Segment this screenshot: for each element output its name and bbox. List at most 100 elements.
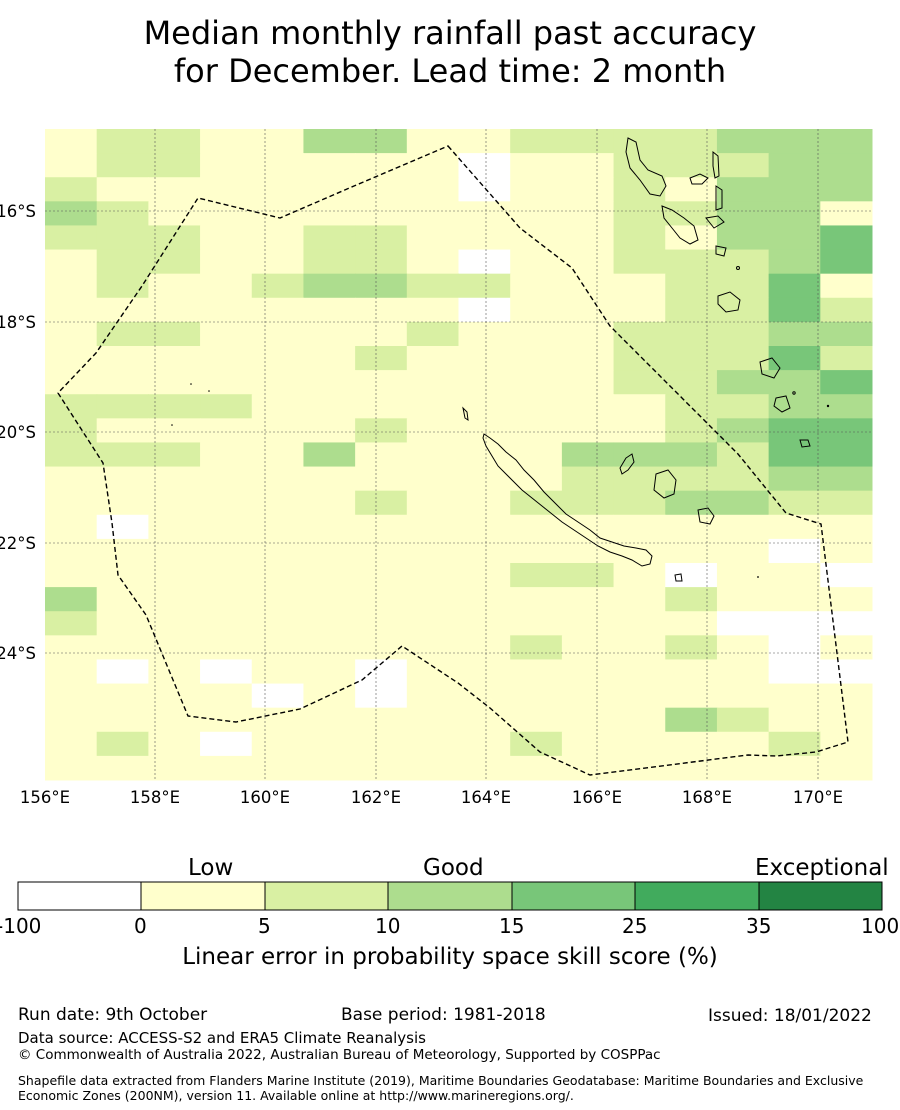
grid-cell — [820, 346, 873, 371]
grid-cell — [406, 563, 459, 588]
colorbar-tick: 5 — [258, 914, 271, 938]
grid-cell — [148, 273, 201, 299]
grid-cell — [148, 587, 201, 612]
grid-cell — [768, 177, 821, 202]
grid-cell — [96, 177, 149, 202]
grid-cell — [355, 321, 408, 347]
grid-cell — [406, 442, 459, 468]
grid-cell — [716, 538, 770, 564]
grid-cell — [820, 538, 873, 564]
grid-cell — [613, 346, 666, 371]
grid-cell — [200, 346, 253, 371]
grid-cell — [200, 659, 253, 685]
grid-cell — [561, 490, 615, 516]
grid-cell — [613, 587, 666, 612]
grid-cell — [716, 611, 770, 636]
grid-cell — [768, 683, 821, 709]
grid-cell — [820, 370, 873, 395]
grid-cell — [200, 755, 253, 781]
grid-cell — [148, 346, 201, 371]
lifou-island — [653, 469, 677, 499]
grid-cell — [406, 755, 459, 781]
grid-cell — [716, 442, 770, 468]
grid-cell — [510, 201, 563, 226]
mare-island — [697, 507, 715, 525]
grid-cell — [665, 731, 718, 757]
grid-cell — [458, 129, 511, 154]
grid-cell — [665, 346, 718, 371]
grid-cell — [148, 442, 201, 468]
grid-cell — [716, 659, 770, 685]
grid-cell — [768, 490, 821, 516]
grid-cell — [251, 370, 304, 395]
grid-cell — [355, 346, 408, 371]
colorbar-segment — [388, 882, 512, 910]
grid-cell — [355, 731, 408, 757]
lon-tick-label: 168°E — [682, 788, 732, 807]
ambrym-island — [705, 215, 725, 229]
grid-cell — [458, 370, 511, 395]
grid-cell — [45, 225, 98, 251]
grid-cell — [768, 249, 821, 275]
grid-cell — [303, 346, 356, 371]
grid-cell — [96, 490, 149, 516]
grid-cell — [458, 538, 511, 564]
grid-cell — [510, 538, 563, 564]
grid-cell — [96, 321, 149, 347]
grid-cell — [406, 346, 459, 371]
grid-cell — [406, 611, 459, 636]
isle-of-pines — [674, 573, 683, 582]
grid-cell — [303, 129, 356, 154]
title-line-2: for December. Lead time: 2 month — [173, 52, 727, 90]
grid-cell — [820, 249, 873, 275]
grid-cell — [406, 394, 459, 419]
grid-cell — [820, 731, 873, 757]
grid-cell — [613, 394, 666, 419]
grid-cell — [303, 442, 356, 468]
grid-cell — [303, 418, 356, 443]
lon-tick-label: 170°E — [793, 788, 843, 807]
grid-cell — [406, 273, 459, 299]
grid-cell — [768, 370, 821, 395]
lat-tick-label: 20°S — [0, 423, 36, 442]
grid-cell — [406, 201, 459, 226]
grid-cell — [613, 129, 666, 154]
grid-cell — [820, 659, 873, 685]
grid-cell — [148, 490, 201, 516]
colorbar-tick: 15 — [499, 914, 525, 938]
grid-cell — [768, 611, 821, 636]
grid-cell — [613, 442, 666, 468]
grid-cell — [613, 225, 666, 251]
grid-cell — [716, 587, 770, 612]
grid-cell — [716, 394, 770, 419]
grid-cell — [458, 394, 511, 419]
grid-cell — [458, 249, 511, 275]
grid-cell — [406, 635, 459, 660]
grid-cell — [561, 587, 615, 612]
lon-tick-label: 156°E — [20, 788, 70, 807]
small-islet — [736, 266, 740, 270]
grid-cell — [251, 249, 304, 275]
grid-cell — [200, 635, 253, 660]
grid-cell — [45, 297, 98, 323]
grid-cell — [45, 731, 98, 757]
grid-cell — [510, 683, 563, 709]
grid-cell — [716, 755, 770, 781]
grid-cell — [716, 129, 770, 154]
grid-cell — [561, 225, 615, 251]
grid-cell — [768, 466, 821, 492]
colorbar-segment — [635, 882, 759, 910]
grid-cell — [561, 442, 615, 468]
grid-cell — [665, 563, 718, 588]
erromango-island — [759, 357, 781, 379]
grid-cell — [458, 418, 511, 443]
grid-cell — [665, 514, 718, 540]
grid-cell — [251, 225, 304, 251]
grid-cell — [200, 514, 253, 540]
small-islet — [190, 383, 192, 385]
small-islet — [171, 424, 173, 426]
grid-cell — [303, 321, 356, 347]
grid-cell — [613, 635, 666, 660]
grid-cell — [510, 587, 563, 612]
